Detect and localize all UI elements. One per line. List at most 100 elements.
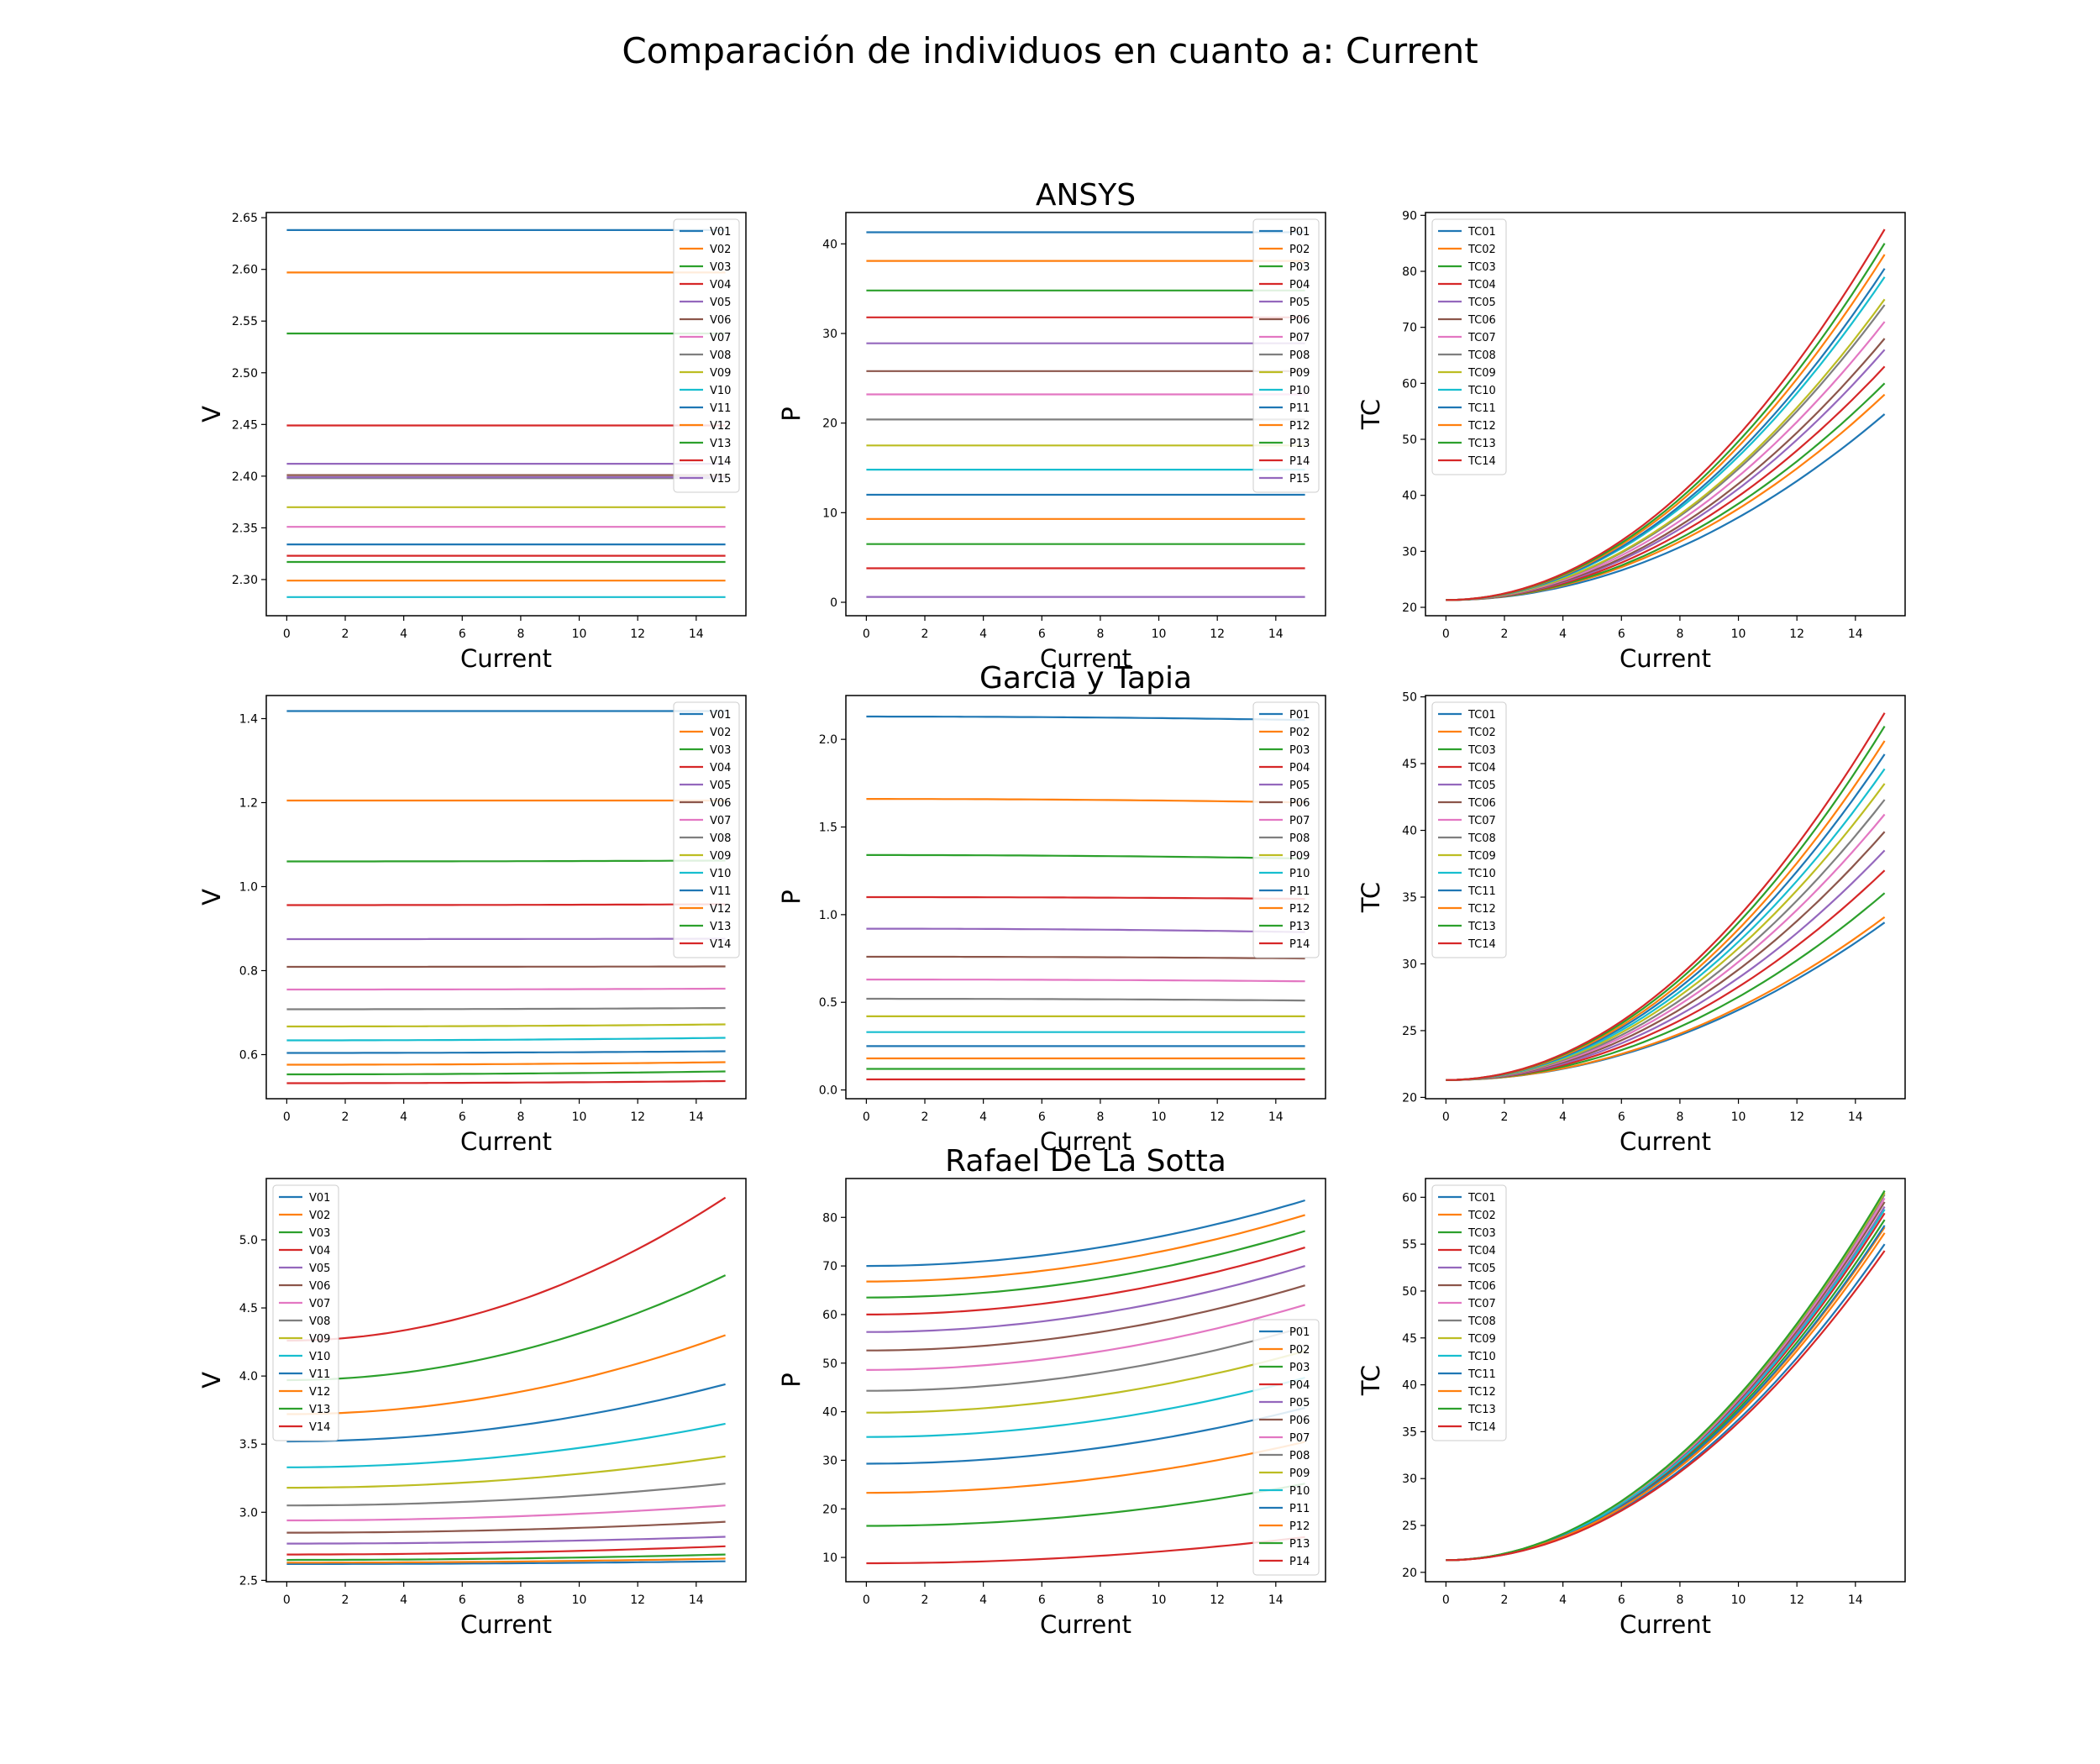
legend-entry-V03: V03 bbox=[710, 744, 731, 757]
legend-entry-TC09: TC09 bbox=[1467, 850, 1496, 863]
y-axis-label: V bbox=[197, 406, 226, 423]
legend-entry-V02: V02 bbox=[710, 727, 731, 739]
legend: V01 V02 V03 V04 V05 V06 V07 V08 V09 V10 V11 V12 V13 V… bbox=[272, 1184, 339, 1441]
y-tick-label: 0 bbox=[830, 596, 837, 610]
y-tick-label: 70 bbox=[822, 1260, 837, 1273]
y-axis-label: P bbox=[777, 890, 806, 905]
legend-entry-P13: P13 bbox=[1289, 438, 1310, 450]
legend-entry-P11: P11 bbox=[1289, 402, 1310, 415]
y-tick-label: 30 bbox=[822, 328, 837, 341]
series-line-V11 bbox=[286, 1383, 726, 1443]
legend-entry-V02: V02 bbox=[710, 244, 731, 256]
series-line-TC14 bbox=[1446, 712, 1886, 1081]
y-tick-label: 20 bbox=[822, 417, 837, 431]
x-tick-label: 0 bbox=[1442, 627, 1450, 641]
legend-entry-TC12: TC12 bbox=[1467, 903, 1496, 916]
y-tick-label: 55 bbox=[1402, 1238, 1417, 1252]
legend-entry-V07: V07 bbox=[710, 332, 731, 344]
legend-entry-TC14: TC14 bbox=[1467, 1421, 1496, 1434]
x-tick-label: 4 bbox=[979, 627, 987, 641]
legend-entry-V12: V12 bbox=[309, 1386, 330, 1399]
y-tick-label: 3.5 bbox=[239, 1438, 258, 1452]
series-group bbox=[866, 715, 1305, 1081]
legend-entry-TC06: TC06 bbox=[1467, 1280, 1496, 1293]
legend-entry-V03: V03 bbox=[710, 261, 731, 274]
legend-entry-P11: P11 bbox=[1289, 1503, 1310, 1515]
y-tick-label: 70 bbox=[1402, 322, 1417, 335]
legend-entry-TC09: TC09 bbox=[1467, 367, 1496, 380]
plot-frame bbox=[845, 695, 1326, 1100]
legend: P01 P02 P03 P04 P05 P06 P07 P08 P09 P10 P11 P12 P13 P… bbox=[1252, 1319, 1320, 1576]
series-line-TC02 bbox=[1446, 1226, 1886, 1562]
series-line-V13 bbox=[286, 1070, 726, 1076]
x-tick-label: 12 bbox=[630, 1593, 645, 1607]
legend-entry-TC02: TC02 bbox=[1467, 727, 1496, 739]
y-tick-label: 40 bbox=[1402, 1379, 1417, 1393]
x-axis-label: Current bbox=[1620, 1127, 1711, 1156]
x-axis-label: Current bbox=[460, 644, 552, 673]
legend-entry-P13: P13 bbox=[1289, 1538, 1310, 1551]
legend-entry-V01: V01 bbox=[710, 709, 731, 722]
x-axis-label: Current bbox=[1620, 644, 1711, 673]
series-line-P04 bbox=[866, 1247, 1305, 1316]
legend-entry-V04: V04 bbox=[710, 279, 731, 291]
legend-entry-P01: P01 bbox=[1289, 226, 1310, 239]
series-line-P14 bbox=[866, 1536, 1305, 1565]
legend-entry-P02: P02 bbox=[1289, 1344, 1310, 1357]
series-line-TC11 bbox=[1446, 1225, 1886, 1562]
y-tick-label: 40 bbox=[1402, 825, 1417, 838]
series-group bbox=[286, 710, 726, 1084]
legend-entry-V08: V08 bbox=[710, 349, 731, 362]
series-line-P02 bbox=[866, 1214, 1305, 1283]
x-tick-label: 8 bbox=[1676, 1593, 1683, 1607]
legend-entry-TC14: TC14 bbox=[1467, 938, 1496, 951]
legend-entry-P15: P15 bbox=[1289, 473, 1310, 486]
x-tick-label: 4 bbox=[1559, 1593, 1567, 1607]
legend-entry-P03: P03 bbox=[1289, 1362, 1310, 1374]
legend-entry-TC07: TC07 bbox=[1467, 1298, 1496, 1310]
y-tick-label: 30 bbox=[1402, 958, 1417, 971]
y-tick-label: 50 bbox=[1402, 1285, 1417, 1299]
legend-entry-V09: V09 bbox=[710, 367, 731, 380]
series-line-TC12 bbox=[1446, 740, 1886, 1081]
series-line-TC04 bbox=[1446, 1212, 1886, 1562]
y-tick-label: 2.40 bbox=[232, 470, 258, 484]
x-tick-label: 12 bbox=[1210, 1110, 1225, 1124]
legend-entry-TC08: TC08 bbox=[1467, 349, 1496, 362]
series-line-TC11 bbox=[1446, 753, 1886, 1081]
legend-entry-P14: P14 bbox=[1289, 455, 1310, 468]
x-tick-label: 12 bbox=[630, 1110, 645, 1124]
legend-entry-V07: V07 bbox=[309, 1298, 330, 1310]
series-line-TC10 bbox=[1446, 1209, 1886, 1562]
x-tick-label: 0 bbox=[863, 1593, 870, 1607]
legend-entry-TC13: TC13 bbox=[1467, 1404, 1496, 1416]
y-tick-label: 2.45 bbox=[232, 418, 258, 432]
series-line-P07 bbox=[866, 978, 1305, 983]
legend-entry-TC01: TC01 bbox=[1467, 709, 1496, 722]
legend-entry-P09: P09 bbox=[1289, 850, 1310, 863]
series-group bbox=[286, 1196, 727, 1566]
series-line-TC09 bbox=[1446, 298, 1886, 601]
y-tick-label: 40 bbox=[822, 1406, 837, 1420]
series-line-TC04 bbox=[1446, 365, 1886, 601]
y-tick-label: 60 bbox=[1402, 1191, 1417, 1205]
legend-entry-P10: P10 bbox=[1289, 385, 1310, 397]
legend-box bbox=[1252, 218, 1320, 493]
y-tick-label: 25 bbox=[1402, 1520, 1417, 1533]
legend-box bbox=[1431, 1184, 1507, 1441]
legend-entry-P14: P14 bbox=[1289, 1556, 1310, 1568]
x-tick-label: 2 bbox=[1501, 627, 1509, 641]
legend-entry-V08: V08 bbox=[309, 1315, 330, 1328]
legend-entry-TC07: TC07 bbox=[1467, 815, 1496, 827]
y-axis-label: TC bbox=[1357, 882, 1385, 913]
series-line-TC09 bbox=[1446, 1192, 1886, 1562]
x-tick-label: 2 bbox=[921, 1110, 929, 1124]
series-line-V01 bbox=[286, 1560, 726, 1566]
legend-entry-TC04: TC04 bbox=[1467, 762, 1496, 774]
series-group bbox=[1446, 712, 1886, 1081]
series-line-TC14 bbox=[1446, 228, 1886, 601]
y-axis-label: P bbox=[777, 1373, 806, 1388]
legend-entry-V10: V10 bbox=[710, 385, 731, 397]
series-group bbox=[866, 1199, 1305, 1565]
figure-title: Comparación de individuos en cuanto a: C… bbox=[622, 30, 1478, 71]
